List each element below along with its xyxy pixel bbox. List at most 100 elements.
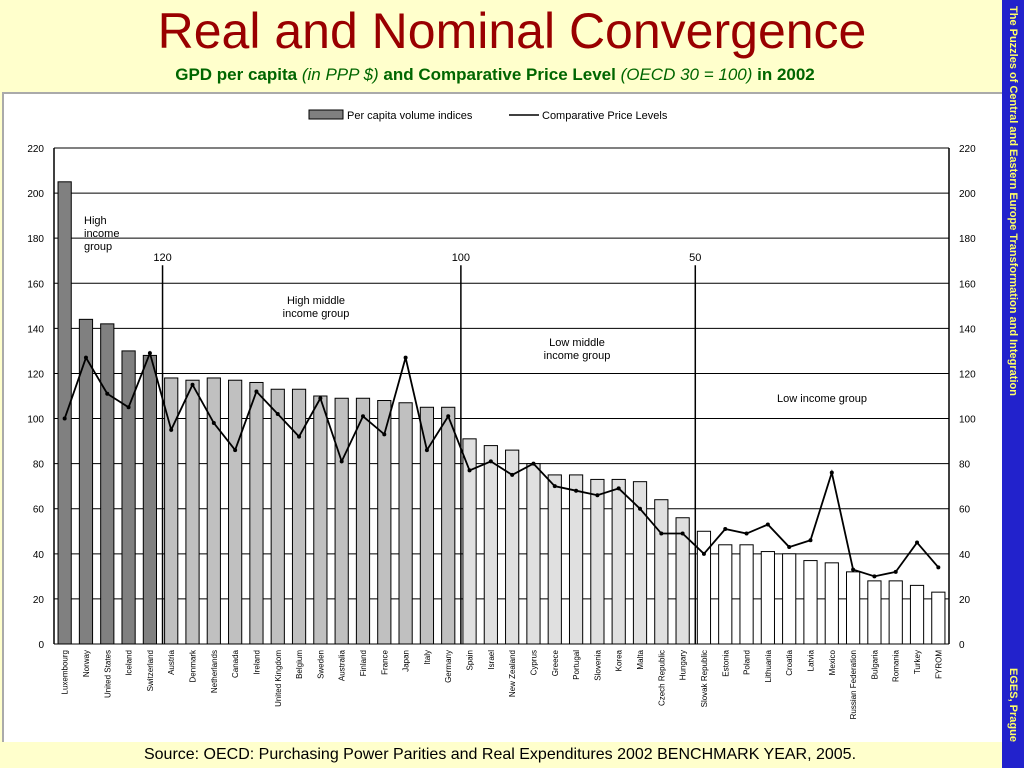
bar [505,449,520,645]
x-tick-label: Switzerland [146,650,155,691]
x-tick-label: Italy [423,650,432,665]
x-tick-label: Poland [743,650,752,675]
price-level-point [851,567,856,572]
price-level-point [531,461,536,466]
threshold-label: 120 [153,252,171,264]
x-tick-label: Russian Federation [849,650,858,719]
y-tick-label-left: 160 [27,279,44,290]
group-annotation: income group [544,350,611,362]
price-level-point [83,355,88,360]
x-tick-label: Canada [231,649,240,678]
legend-bar-label: Per capita volume indices [347,110,473,122]
y-tick-label-right: 0 [959,640,965,651]
bar [228,379,243,645]
x-tick-label: Greece [551,649,560,676]
x-tick-label: Iceland [125,650,134,676]
bar [782,553,797,645]
y-tick-label-right: 200 [959,189,976,200]
x-tick-label: Cyprus [529,650,538,675]
bar [462,438,477,645]
x-tick-label: Australia [338,649,347,681]
bar [696,530,712,645]
bar [100,323,115,645]
bar [164,377,179,645]
x-tick-label: Hungary [679,650,688,680]
x-tick-label: Portugal [572,650,581,680]
price-level-point [190,382,195,387]
price-level-point [829,470,834,475]
subtitle-part: in 2002 [752,65,815,84]
bar [377,400,392,645]
x-tick-label: Netherlands [210,650,219,693]
price-level-point [765,522,770,527]
y-tick-label-left: 40 [33,550,45,561]
x-tick-label: Belgium [295,650,304,679]
x-tick-label: New Zealand [508,650,517,697]
y-tick-label-right: 120 [959,369,976,380]
x-tick-label: Germany [444,650,453,683]
y-tick-label-left: 20 [33,595,45,606]
price-level-point [318,396,323,401]
bar [57,181,72,645]
bar [526,463,541,645]
sidebar-banner: The Puzzles of Central and Eastern Europ… [1002,0,1024,768]
subtitle-part: and Comparative Price Level [378,65,621,84]
page-title: Real and Nominal Convergence [157,3,867,59]
bar [739,544,754,645]
bar [760,551,775,645]
subtitle-part: GPD per capita [175,65,302,84]
price-level-point [915,540,920,545]
x-tick-label: Austria [167,649,176,674]
bar [355,397,371,645]
y-tick-label-right: 40 [959,550,971,561]
x-tick-label: Romania [892,649,901,682]
price-level-point [552,484,557,489]
y-tick-label-left: 120 [27,369,44,380]
x-tick-label: Korea [615,649,624,671]
x-tick-label: Estonia [721,649,730,676]
group-annotation: Low income group [777,393,867,405]
threshold-label: 100 [452,252,470,264]
group-annotation: Low middle [549,337,605,349]
bar [632,481,648,645]
price-level-point [446,414,451,419]
bar [590,478,605,645]
price-level-point [723,527,728,532]
x-tick-label: Finland [359,650,368,676]
bar [888,580,903,645]
price-level-point [510,472,515,477]
chart: Per capita volume indices Comparative Pri… [27,109,976,719]
x-tick-label: FYROM [934,650,943,679]
x-tick-label: Norway [82,650,91,677]
price-level-point [595,493,600,498]
price-level-point [297,434,302,439]
bar [803,560,818,645]
x-tick-label: Bulgaria [870,649,879,679]
bar [419,406,435,645]
x-tick-label: United Kingdom [274,650,283,707]
bar [547,474,562,645]
group-annotation: income [84,228,119,240]
y-tick-label-left: 140 [27,324,44,335]
price-level-point [680,531,685,536]
bar [270,388,285,645]
legend-bar-swatch [308,109,344,120]
x-tick-label: Croatia [785,649,794,675]
group-annotation: High middle [287,295,345,307]
bar [249,381,264,645]
price-level-point [424,448,429,453]
price-level-point [211,421,216,426]
y-tick-label-left: 0 [38,640,44,651]
bar [824,562,839,645]
bar [334,397,349,645]
x-tick-label: Slovak Republic [700,650,709,707]
sidebar-title: The Puzzles of Central and Eastern Europ… [1007,6,1019,396]
x-tick-label: Malta [636,649,645,669]
x-tick-label: Israel [487,650,496,670]
y-tick-label-right: 220 [959,144,976,155]
y-tick-label-left: 200 [27,189,44,200]
price-level-point [403,355,408,360]
price-level-point [574,488,579,493]
x-tick-label: Ireland [252,650,261,674]
price-level-point [467,468,472,473]
